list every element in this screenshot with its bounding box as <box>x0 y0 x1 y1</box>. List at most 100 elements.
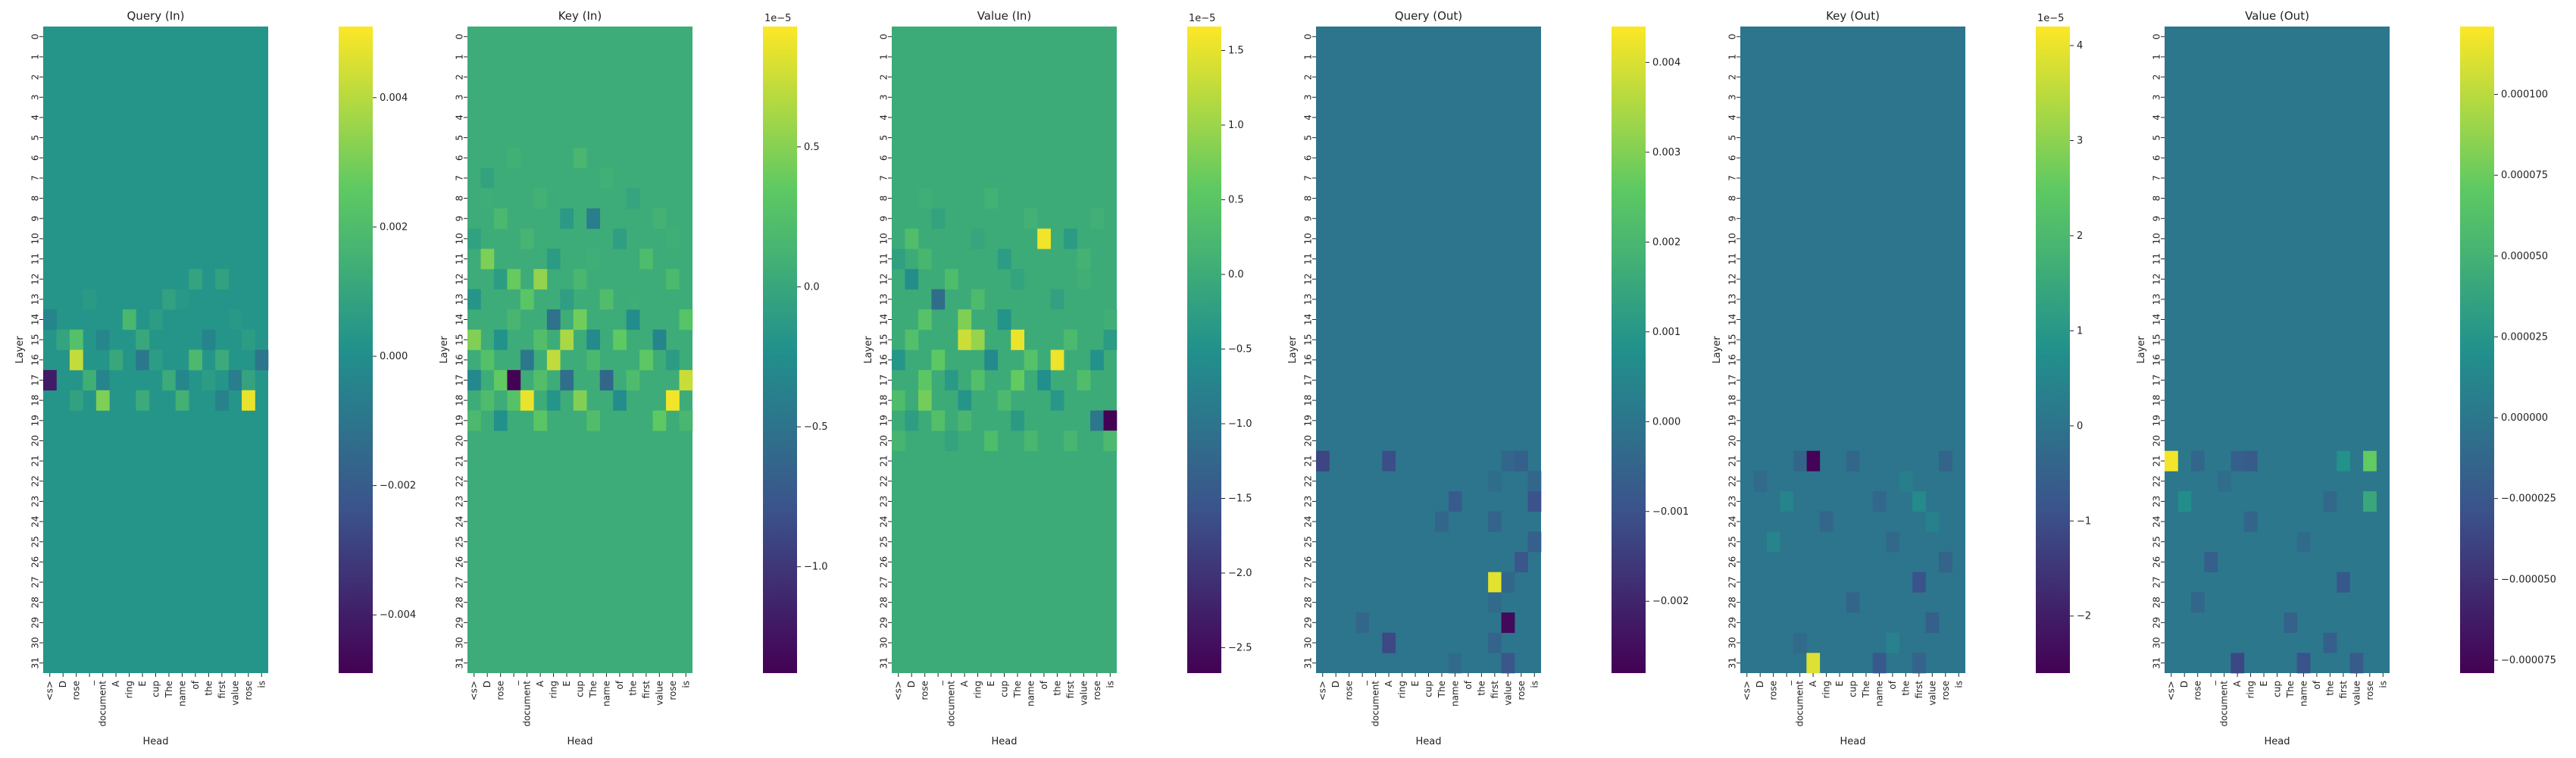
y-tick-label: 27 <box>2152 576 2162 587</box>
y-tick-label: 18 <box>879 395 889 406</box>
y-tick-label: 4 <box>1727 114 1738 121</box>
heatmap-cell <box>533 188 548 209</box>
x-tick-label: The <box>164 681 174 698</box>
y-tick-label: 0 <box>2152 34 2162 40</box>
x-tick-label: <s> <box>469 681 480 700</box>
x-tick-label: rose <box>2193 681 2203 700</box>
heatmap-cell <box>905 228 919 249</box>
y-tick-label: 1 <box>1303 54 1314 60</box>
x-tick-label: A <box>2232 680 2243 687</box>
x-tick-label: is <box>256 681 267 688</box>
x-tick-label: E <box>561 681 572 687</box>
y-tick-label: 9 <box>1727 215 1738 221</box>
colorbar-tick-label: 0 <box>2077 421 2083 432</box>
colorbar-tick-label: −1.5 <box>1228 493 1252 505</box>
heatmap-cell <box>1780 491 1794 512</box>
y-tick-label: 3 <box>1727 94 1738 100</box>
heatmap-cell <box>2323 632 2337 653</box>
heatmap-cell <box>971 289 985 310</box>
heatmap-cell <box>1448 491 1462 512</box>
heatmap-cell <box>2217 471 2231 492</box>
colorbar-tick-label: 0.000 <box>380 351 408 362</box>
y-tick-label: 14 <box>1303 314 1314 325</box>
heatmap-cell <box>573 268 587 290</box>
heatmap-cell <box>242 390 255 411</box>
x-tick-label: document <box>98 681 108 727</box>
heatmap-cell <box>1488 572 1502 593</box>
x-tick-label: of <box>190 680 201 689</box>
y-tick-label: 28 <box>1727 597 1738 608</box>
x-tick-label: rose <box>1940 681 1951 700</box>
y-tick-label: 7 <box>455 175 465 181</box>
y-tick-label: 17 <box>1727 374 1738 386</box>
colorbar-tick-label: 0.003 <box>1652 147 1680 158</box>
heatmap-cell <box>162 329 177 350</box>
heatmap-cell <box>958 390 972 411</box>
x-tick-label: cup <box>999 681 1010 697</box>
y-tick-label: 28 <box>455 597 465 608</box>
y-tick-label: 9 <box>2152 215 2162 221</box>
heatmap-cell <box>520 349 534 371</box>
panel-title: Query (In) <box>127 9 185 23</box>
y-tick-label: 14 <box>879 314 889 325</box>
heatmap-cell <box>679 309 693 330</box>
colorbar-tick-label: 0.000 <box>1652 416 1680 428</box>
y-tick-label: 5 <box>2152 135 2162 141</box>
heatmap-cell <box>2284 612 2298 633</box>
heatmap-cell <box>1090 349 1104 371</box>
x-tick-label: document <box>1795 681 1805 727</box>
y-tick-label: 24 <box>30 515 41 527</box>
y-tick-label: 25 <box>1727 536 1738 547</box>
y-tick-label: 19 <box>30 415 41 426</box>
y-tick-label: 14 <box>455 314 465 325</box>
heatmap-cell <box>918 249 932 270</box>
heatmap-cell <box>533 268 548 290</box>
y-tick-label: 23 <box>879 496 889 507</box>
x-tick-label: ring <box>2246 681 2256 699</box>
heatmap-cell <box>136 329 150 350</box>
colorbar-tick-label: 1.0 <box>1228 120 1244 131</box>
colorbar-offset-label: 1e−5 <box>2037 13 2064 24</box>
x-tick-label: is <box>1529 681 1540 688</box>
x-tick-label: document <box>946 681 957 727</box>
y-tick-label: 26 <box>879 556 889 568</box>
heatmap-cell <box>95 329 110 350</box>
heatmap-cell <box>652 410 667 431</box>
y-tick-label: 30 <box>30 637 41 648</box>
y-tick-label: 13 <box>1303 293 1314 305</box>
heatmap-cell <box>1527 531 1542 553</box>
x-tick-label: is <box>1105 681 1115 688</box>
x-tick-label: the <box>1476 681 1487 696</box>
y-tick-label: 28 <box>30 597 41 608</box>
x-tick-label: is <box>1953 681 1964 688</box>
heatmap-cell <box>1912 653 1926 674</box>
x-tick-label: value <box>230 681 240 706</box>
heatmap-cell <box>560 370 574 391</box>
y-tick-label: 25 <box>2152 536 2162 547</box>
x-tick-label: rose <box>496 681 506 700</box>
colorbar-tick-label: 0.002 <box>1652 236 1680 248</box>
y-tick-label: 11 <box>1727 253 1738 265</box>
x-tick-label: name <box>2298 681 2309 706</box>
x-tick-label: value <box>1078 681 1089 706</box>
heatmap-cell <box>1382 632 1396 653</box>
y-tick-label: 23 <box>1303 496 1314 507</box>
panel-title: Query (Out) <box>1395 9 1462 23</box>
heatmap-cell <box>1527 471 1542 492</box>
heatmap-cell <box>533 370 548 391</box>
colorbar-tick-label: 4 <box>2077 40 2083 52</box>
heatmap-cell <box>493 208 508 229</box>
x-tick-label: of <box>1039 680 1049 689</box>
heatmap-cell <box>892 349 905 371</box>
heatmap-cell <box>639 349 653 371</box>
x-tick-label: the <box>2324 681 2335 696</box>
heatmap-cell <box>1090 208 1104 229</box>
x-tick-label: _ <box>933 680 943 686</box>
heatmap-cell <box>69 349 83 371</box>
heatmap-cell <box>971 329 985 350</box>
x-tick-label: <s> <box>893 681 904 700</box>
y-tick-label: 24 <box>1303 515 1314 527</box>
y-tick-label: 2 <box>1303 74 1314 80</box>
heatmap-cell <box>1024 349 1038 371</box>
